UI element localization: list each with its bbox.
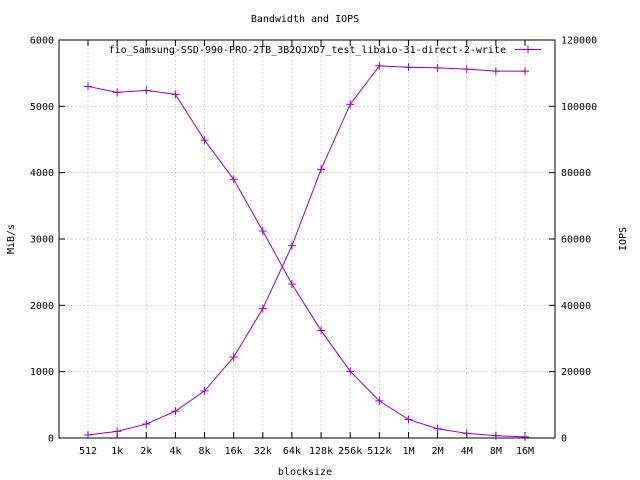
iops-point [113,88,121,96]
x-tick-label: 1k [111,446,123,457]
x-tick-label: 16M [516,446,534,457]
x-tick-label: 128k [309,446,333,457]
bandwidth-point [434,64,442,72]
y2-tick-label: 0 [561,434,567,445]
iops-point [521,433,529,441]
bandwidth-point [142,420,150,428]
bandwidth-point [317,165,325,173]
y2-tick-label: 60000 [561,235,591,246]
y-tick-label: 3000 [30,235,54,246]
x-tick-label: 32k [254,446,272,457]
y-tick-label: 4000 [30,168,54,179]
grid-layer [59,40,555,438]
y2-tick-label: 80000 [561,168,591,179]
bandwidth-point [404,63,412,71]
y2-tick-label: 20000 [561,367,591,378]
x-tick-label: 4k [169,446,181,457]
bandwidth-series-line [88,66,525,435]
iops-point [434,425,442,433]
y2-axis-label: IOPS [618,227,629,251]
chart-title: Bandwidth and IOPS [251,14,359,25]
bandwidth-point [113,427,121,435]
iops-point [230,175,238,183]
bandwidth-point [259,305,267,313]
bandwidth-point [171,407,179,415]
x-tick-label: 2k [140,446,152,457]
bandwidth-point [375,62,383,70]
y-tick-label: 2000 [30,301,54,312]
x-tick-label: 16k [225,446,243,457]
x-tick-label: 512k [367,446,391,457]
x-tick-label: 256k [338,446,362,457]
iops-point [404,415,412,423]
y2-tick-label: 120000 [561,36,597,47]
x-tick-label: 64k [283,446,301,457]
bandwidth-point [492,67,500,75]
iops-point [201,136,209,144]
tick-labels: 0100020003000400050006000020000400006000… [30,36,597,458]
iops-point [259,227,267,235]
y2-tick-label: 40000 [561,301,591,312]
x-tick-label: 2M [432,446,444,457]
bandwidth-point [346,100,354,108]
y-tick-label: 0 [48,434,54,445]
bandwidth-point [288,242,296,250]
iops-point [84,82,92,90]
bandwidth-point [463,65,471,73]
iops-point [463,429,471,437]
iops-point [142,86,150,94]
bandwidth-point [521,67,529,75]
y-axis-label: MiB/s [6,224,17,254]
y-tick-label: 6000 [30,36,54,47]
x-tick-label: 8M [490,446,502,457]
y-tick-label: 1000 [30,367,54,378]
x-tick-label: 1M [402,446,414,457]
iops-point [317,327,325,335]
x-tick-label: 4M [461,446,473,457]
y2-tick-label: 100000 [561,102,597,113]
series-layer [84,62,529,441]
x-tick-label: 8k [199,446,211,457]
y-tick-label: 5000 [30,102,54,113]
x-tick-label: 512 [79,446,97,457]
iops-point [288,280,296,288]
legend-label: fio_Samsung-SSD-990-PRO-2TB_3B2QJXD7_tes… [109,45,506,56]
legend: fio_Samsung-SSD-990-PRO-2TB_3B2QJXD7_tes… [109,45,541,56]
x-axis-label: blocksize [278,467,332,478]
iops-point [171,90,179,98]
iops-series-line [88,86,525,436]
